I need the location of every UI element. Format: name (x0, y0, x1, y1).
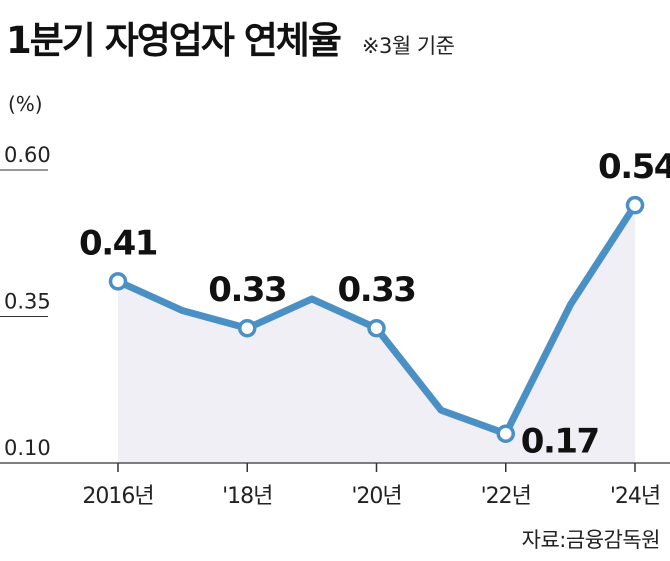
x-tick-label: '24년 (610, 484, 660, 509)
data-label: 0.33 (208, 270, 286, 310)
data-point (625, 195, 645, 215)
x-tick-label: '22년 (481, 484, 531, 509)
chart-title: 1분기 자영업자 연체율 (6, 19, 342, 62)
chart-header: 1분기 자영업자 연체율 ※3월 기준 (6, 10, 455, 64)
y-axis-unit-label: (%) (8, 92, 43, 116)
data-label: 0.33 (338, 270, 416, 310)
x-tick-label: '20년 (351, 484, 401, 509)
y-tick-label: 0.10 (4, 436, 51, 460)
data-label: 0.17 (521, 422, 599, 462)
data-point (367, 318, 386, 338)
data-label: 0.41 (79, 223, 157, 263)
y-tick-label: 0.35 (4, 290, 51, 314)
x-tick-label: '18년 (222, 484, 272, 509)
chart-subtitle: ※3월 기준 (361, 34, 455, 58)
data-point (496, 424, 515, 443)
y-tick-label: 0.60 (4, 143, 51, 167)
data-point (108, 272, 128, 291)
data-label: 0.54 (598, 147, 670, 187)
source-label: 자료:금융감독원 (521, 528, 661, 552)
data-point (238, 318, 257, 338)
x-tick-label: 2016년 (82, 484, 153, 509)
